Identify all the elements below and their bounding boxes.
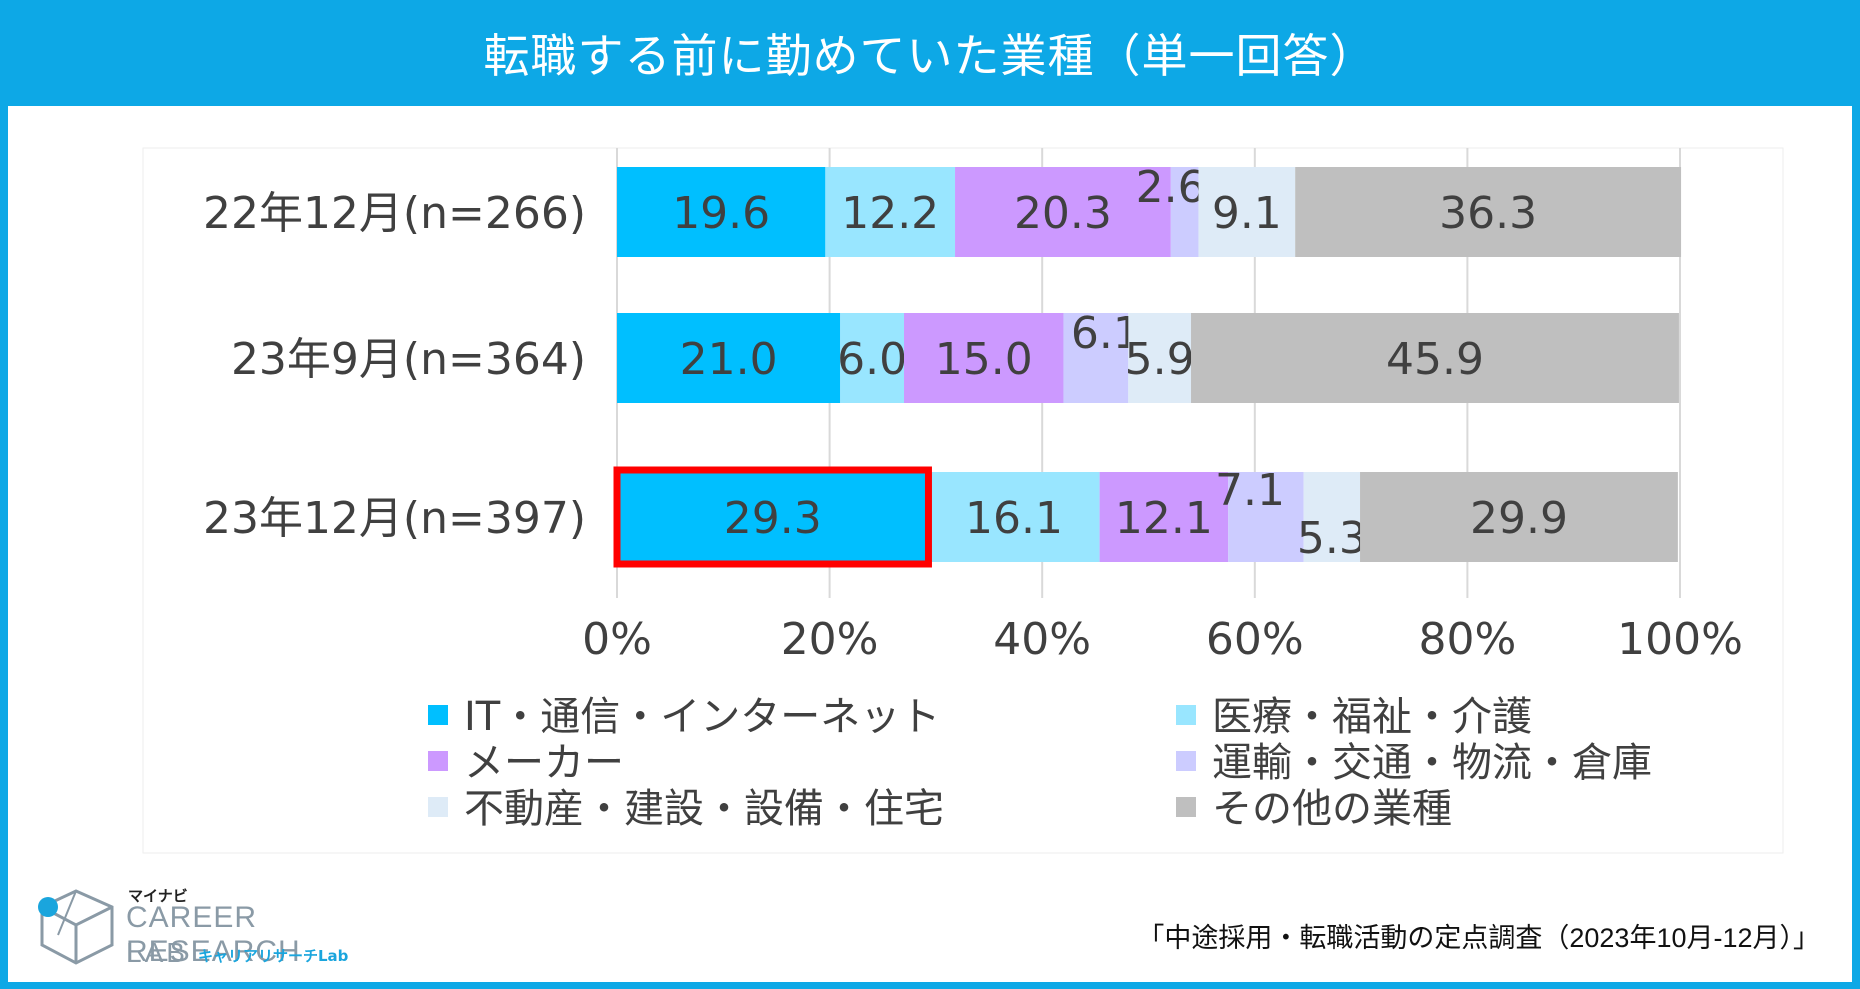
bar-segment bbox=[1191, 313, 1679, 403]
bar-segment bbox=[1170, 167, 1199, 257]
data-label: 7.1 bbox=[1215, 465, 1285, 516]
source-citation: 「中途採用・転職活動の定点調査（2023年10月-12月）」 bbox=[1137, 923, 1820, 953]
category-label: 23年12月(n=397) bbox=[203, 493, 586, 544]
bar-segment bbox=[1360, 472, 1678, 562]
data-label: 5.9 bbox=[1125, 334, 1195, 385]
stacked-bar-chart: 19.6 12.2 20.3 2.69.1 36.3 22年12月(n=266) 21.0 6… bbox=[142, 147, 1784, 854]
data-label: 21.0 bbox=[680, 334, 778, 385]
plot-area-border bbox=[142, 147, 1784, 854]
data-label: 12.1 bbox=[1115, 493, 1213, 544]
legend-label: メーカー bbox=[464, 740, 624, 786]
bar-segment bbox=[928, 472, 1100, 562]
legend-swatch bbox=[1176, 705, 1196, 725]
x-tick-label: 100% bbox=[1617, 614, 1743, 665]
data-label: 16.1 bbox=[965, 493, 1063, 544]
legend-label: その他の業種 bbox=[1212, 786, 1452, 832]
bar-segment bbox=[617, 472, 929, 562]
bar-segment bbox=[1303, 472, 1361, 562]
data-label: 2.6 bbox=[1136, 162, 1206, 213]
data-label: 45.9 bbox=[1386, 334, 1484, 385]
x-tick-label: 60% bbox=[1206, 614, 1304, 665]
data-label: 29.9 bbox=[1470, 493, 1568, 544]
legend-label: 不動産・建設・設備・住宅 bbox=[464, 786, 944, 832]
bar-segment bbox=[1128, 313, 1192, 403]
category-label: 23年9月(n=364) bbox=[231, 334, 586, 385]
legend-label: IT・通信・インターネット bbox=[464, 694, 940, 740]
career-research-lab-logo: マイナビ CAREER RESEARCH LAB キャリアリサーチLab bbox=[36, 881, 376, 971]
bar-segment bbox=[840, 313, 905, 403]
chart-title: 転職する前に勤めていた業種（単一回答） bbox=[483, 28, 1377, 83]
logo-lab-text: LAB bbox=[126, 937, 188, 968]
data-label: 19.6 bbox=[672, 188, 770, 239]
bar-segment bbox=[1198, 167, 1296, 257]
cube-logo-icon bbox=[38, 889, 114, 965]
bar-segment bbox=[825, 167, 956, 257]
bar-segment bbox=[955, 167, 1171, 257]
x-tick-label: 80% bbox=[1419, 614, 1517, 665]
bar-segment bbox=[1063, 313, 1129, 403]
legend-swatch bbox=[1176, 797, 1196, 817]
bar-segment bbox=[1228, 472, 1304, 562]
bar-segment bbox=[617, 313, 841, 403]
bar-segment bbox=[1099, 472, 1229, 562]
category-label: 22年12月(n=266) bbox=[203, 188, 586, 239]
data-label: 9.1 bbox=[1212, 188, 1282, 239]
bar-segment bbox=[904, 313, 1064, 403]
x-tick-label: 0% bbox=[582, 614, 652, 665]
chart-panel: 19.6 12.2 20.3 2.6 9.1 36.3 22年12月(n=266) 21.0 6… bbox=[8, 106, 1852, 982]
data-label: 36.3 bbox=[1439, 188, 1537, 239]
highlight-box bbox=[613, 466, 932, 568]
legend-swatch bbox=[428, 797, 448, 817]
legend-swatch bbox=[428, 751, 448, 771]
legend-swatch bbox=[1176, 751, 1196, 771]
data-label: 5.3 bbox=[1297, 513, 1367, 564]
legend-swatch bbox=[428, 705, 448, 725]
bar-segment bbox=[617, 167, 826, 257]
legend-label: 運輸・交通・物流・倉庫 bbox=[1212, 740, 1652, 786]
data-label: 6.0 bbox=[837, 334, 907, 385]
data-label: 20.3 bbox=[1014, 188, 1112, 239]
logo-lab-subtitle: キャリアリサーチLab bbox=[198, 947, 349, 965]
legend-label: 医療・福祉・介護 bbox=[1212, 694, 1532, 740]
data-label: 29.3 bbox=[724, 493, 822, 544]
bar-segment bbox=[1295, 167, 1682, 257]
logo-mynavi-text: マイナビ bbox=[128, 887, 188, 905]
data-label: 15.0 bbox=[935, 334, 1033, 385]
data-label: 12.2 bbox=[841, 188, 939, 239]
x-tick-label: 40% bbox=[993, 614, 1091, 665]
x-tick-label: 20% bbox=[781, 614, 879, 665]
logo-brand-text: CAREER RESEARCH bbox=[126, 901, 301, 968]
